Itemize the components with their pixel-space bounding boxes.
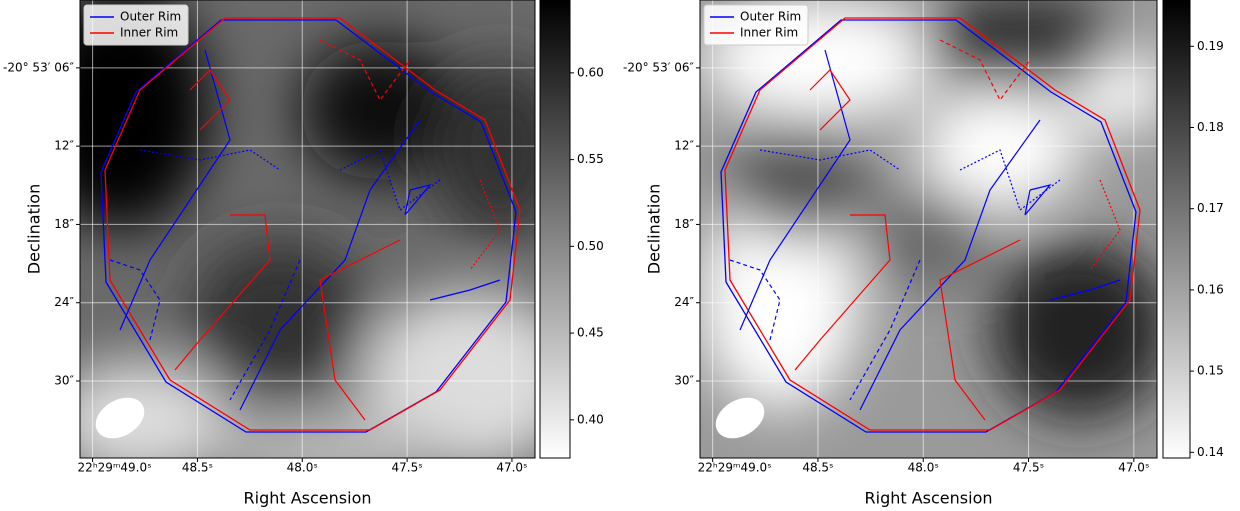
- y-tick-label: 24″: [54, 295, 74, 309]
- image-panel: [80, 0, 535, 458]
- image-blob: [190, 240, 370, 400]
- legend-label: Inner Rim: [740, 26, 798, 40]
- outer-rim-contour: [959, 149, 1061, 211]
- x-tick-label: 47.5ˢ: [1013, 461, 1044, 475]
- outer-rim-contour: [119, 49, 231, 331]
- legend-label: Outer Rim: [740, 10, 801, 24]
- y-tick-label: -20° 53′ 06″: [623, 60, 694, 74]
- inner-rim-contour: [174, 214, 271, 371]
- x-axis-label: Right Ascension: [865, 489, 993, 508]
- axes-frame: [699, 0, 1158, 459]
- image-blob: [300, 40, 460, 180]
- inner-rim-contour: [189, 69, 231, 131]
- x-tick-label: 48.5ˢ: [182, 461, 213, 475]
- y-tick-label: 18″: [674, 217, 694, 231]
- colorbar-tick-label: 0.55: [577, 152, 604, 166]
- outer-rim-contour: [859, 119, 1041, 411]
- colorbar-tick-label: 0.17: [1197, 201, 1224, 215]
- x-tick-label: 22ʰ29ᵐ49.0ˢ: [698, 461, 772, 475]
- image-blob: [360, 290, 535, 458]
- colorbar-tick-label: 0.18: [1197, 120, 1224, 134]
- x-tick-label: 22ʰ29ᵐ49.0ˢ: [78, 461, 152, 475]
- inner-rim-contour: [1089, 179, 1121, 271]
- y-tick-label: 30″: [54, 374, 74, 388]
- image-blob: [210, 410, 450, 458]
- outer-rim-contour: [229, 259, 301, 401]
- colorbar-tick-label: 0.40: [577, 412, 604, 426]
- x-tick-label: 48.0ˢ: [287, 461, 318, 475]
- image-blob: [990, 240, 1157, 420]
- y-tick-label: -20° 53′ 06″: [3, 60, 74, 74]
- colorbar-tick-label: 0.19: [1197, 39, 1224, 53]
- beam: [95, 397, 145, 439]
- inner-rim-contour: [939, 239, 1021, 421]
- legend-label: Inner Rim: [120, 26, 178, 40]
- x-tick-label: 47.0ˢ: [1118, 461, 1149, 475]
- outer-rim-contour: [729, 259, 781, 341]
- inner-rim-contour: [794, 214, 891, 371]
- x-tick-label: 47.0ˢ: [496, 461, 527, 475]
- x-tick-label: 48.5ˢ: [802, 461, 833, 475]
- inner-rim-contour: [809, 69, 851, 131]
- colorbar-tick-label: 0.45: [577, 326, 604, 340]
- x-tick-label: 48.0ˢ: [908, 461, 939, 475]
- outer-rim-contour: [139, 149, 281, 171]
- image-blob: [730, 120, 870, 240]
- colorbar-tick-label: 0.50: [577, 239, 604, 253]
- inner-rim-contour: [469, 179, 501, 271]
- inner-rim-contour: [104, 17, 521, 431]
- axes-frame: [79, 0, 536, 459]
- inner-rim-contour: [724, 17, 1141, 431]
- outer-rim-contour: [239, 119, 421, 411]
- legend-box: [703, 4, 809, 46]
- inner-rim-contour: [939, 39, 1031, 102]
- legend-label: Outer Rim: [120, 10, 181, 24]
- colorbar-tick-label: 0.14: [1197, 445, 1224, 459]
- colorbar-tick-label: 0.60: [577, 65, 604, 79]
- inner-rim-contour: [319, 39, 411, 102]
- outer-rim-contour: [1024, 183, 1052, 216]
- colorbar-tick-label: 0.16: [1197, 282, 1224, 296]
- legend-box: [83, 4, 189, 46]
- outer-rim-contour: [404, 183, 432, 216]
- colorbar: [1162, 0, 1191, 459]
- y-axis-label: Declination: [645, 184, 664, 274]
- outer-rim-contour: [759, 149, 901, 171]
- image-blob: [700, 190, 860, 410]
- image-panel: [700, 0, 1157, 458]
- colorbar: [539, 0, 571, 459]
- y-tick-label: 18″: [54, 217, 74, 231]
- outer-rim-contour: [109, 259, 161, 341]
- outer-rim-contour: [429, 279, 501, 301]
- y-tick-label: 12″: [54, 139, 74, 153]
- outer-rim-contour: [739, 49, 851, 331]
- y-tick-label: 24″: [674, 295, 694, 309]
- outer-rim-contour: [339, 149, 441, 211]
- inner-rim-contour: [319, 239, 401, 421]
- outer-rim-contour: [849, 259, 921, 401]
- y-tick-label: 12″: [674, 139, 694, 153]
- outer-rim-contour: [1049, 279, 1121, 301]
- y-axis-label: Declination: [25, 184, 44, 274]
- x-axis-label: Right Ascension: [244, 489, 372, 508]
- beam: [715, 397, 765, 439]
- x-tick-label: 47.5ˢ: [391, 461, 422, 475]
- y-tick-label: 30″: [674, 374, 694, 388]
- colorbar-tick-label: 0.15: [1197, 364, 1224, 378]
